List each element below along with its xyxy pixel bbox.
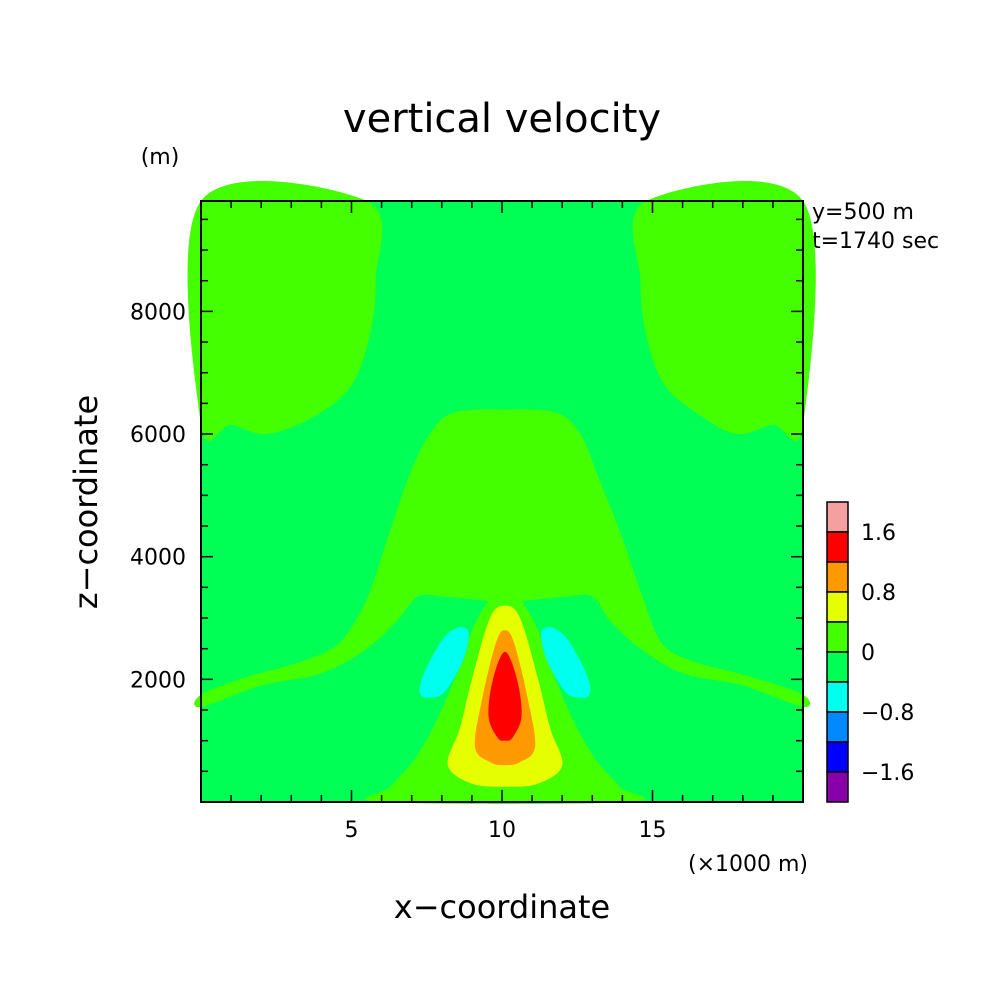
y-tick-label: 4000: [130, 546, 186, 571]
y-tick-label: 8000: [130, 300, 186, 325]
colorbar-swatch: [826, 771, 849, 803]
colorbar-label: 1.6: [861, 521, 896, 546]
x-unit-label: (×1000 m): [688, 852, 808, 877]
colorbar-swatch: [826, 621, 849, 653]
x-tick-label: 15: [639, 818, 667, 843]
colorbar-swatch: [826, 651, 849, 683]
colorbar-swatch: [826, 561, 849, 593]
contour-region-central-positive: [194, 409, 811, 708]
colorbar-label: −1.6: [861, 761, 914, 786]
x-tick-labels: 5 10 15: [345, 818, 667, 843]
colorbar-swatch: [826, 681, 849, 713]
y-tick-label: 2000: [130, 668, 186, 693]
chart-title: vertical velocity: [343, 96, 661, 142]
contour-region-left-negative: [419, 627, 469, 698]
y-unit-label: (m): [141, 145, 180, 170]
time-annotation-y: y=500 m: [812, 200, 914, 225]
colorbar-labels: 1.6 0.8 0 −0.8 −1.6: [861, 521, 914, 786]
colorbar-label: 0: [861, 641, 875, 666]
colorbar-swatch: [826, 501, 849, 533]
y-tick-labels: 2000 4000 6000 8000: [130, 300, 186, 693]
x-tick-label: 5: [345, 818, 359, 843]
colorbar-swatch: [826, 531, 849, 563]
colorbar-label: 0.8: [861, 581, 896, 606]
contour-region-right-negative: [541, 627, 591, 698]
contour-region-upper-left-positive: [187, 181, 383, 442]
colorbar-swatch: [826, 741, 849, 773]
colorbar: [826, 501, 849, 803]
x-tick-label: 10: [488, 818, 516, 843]
colorbar-swatch: [826, 711, 849, 743]
colorbar-swatch: [826, 591, 849, 623]
contour-region-core-1.2-1.6: [488, 651, 522, 741]
y-tick-label: 6000: [130, 423, 186, 448]
contour-region-upper-right-positive: [632, 181, 816, 442]
axis-ticks: [201, 201, 803, 802]
plot-area: [187, 181, 816, 804]
plot-frame: [200, 200, 804, 803]
time-annotation-t: t=1740 sec: [812, 229, 939, 254]
y-axis-label: z−coordinate: [67, 395, 105, 609]
colorbar-label: −0.8: [861, 701, 914, 726]
x-axis-label: x−coordinate: [394, 888, 610, 926]
